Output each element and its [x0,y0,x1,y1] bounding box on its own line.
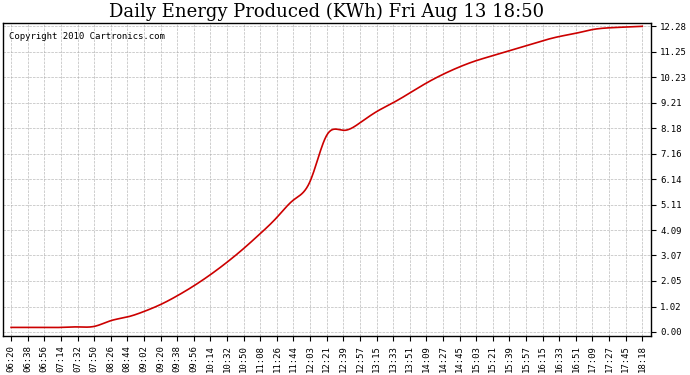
Text: Copyright 2010 Cartronics.com: Copyright 2010 Cartronics.com [9,32,165,41]
Title: Daily Energy Produced (KWh) Fri Aug 13 18:50: Daily Energy Produced (KWh) Fri Aug 13 1… [109,3,544,21]
